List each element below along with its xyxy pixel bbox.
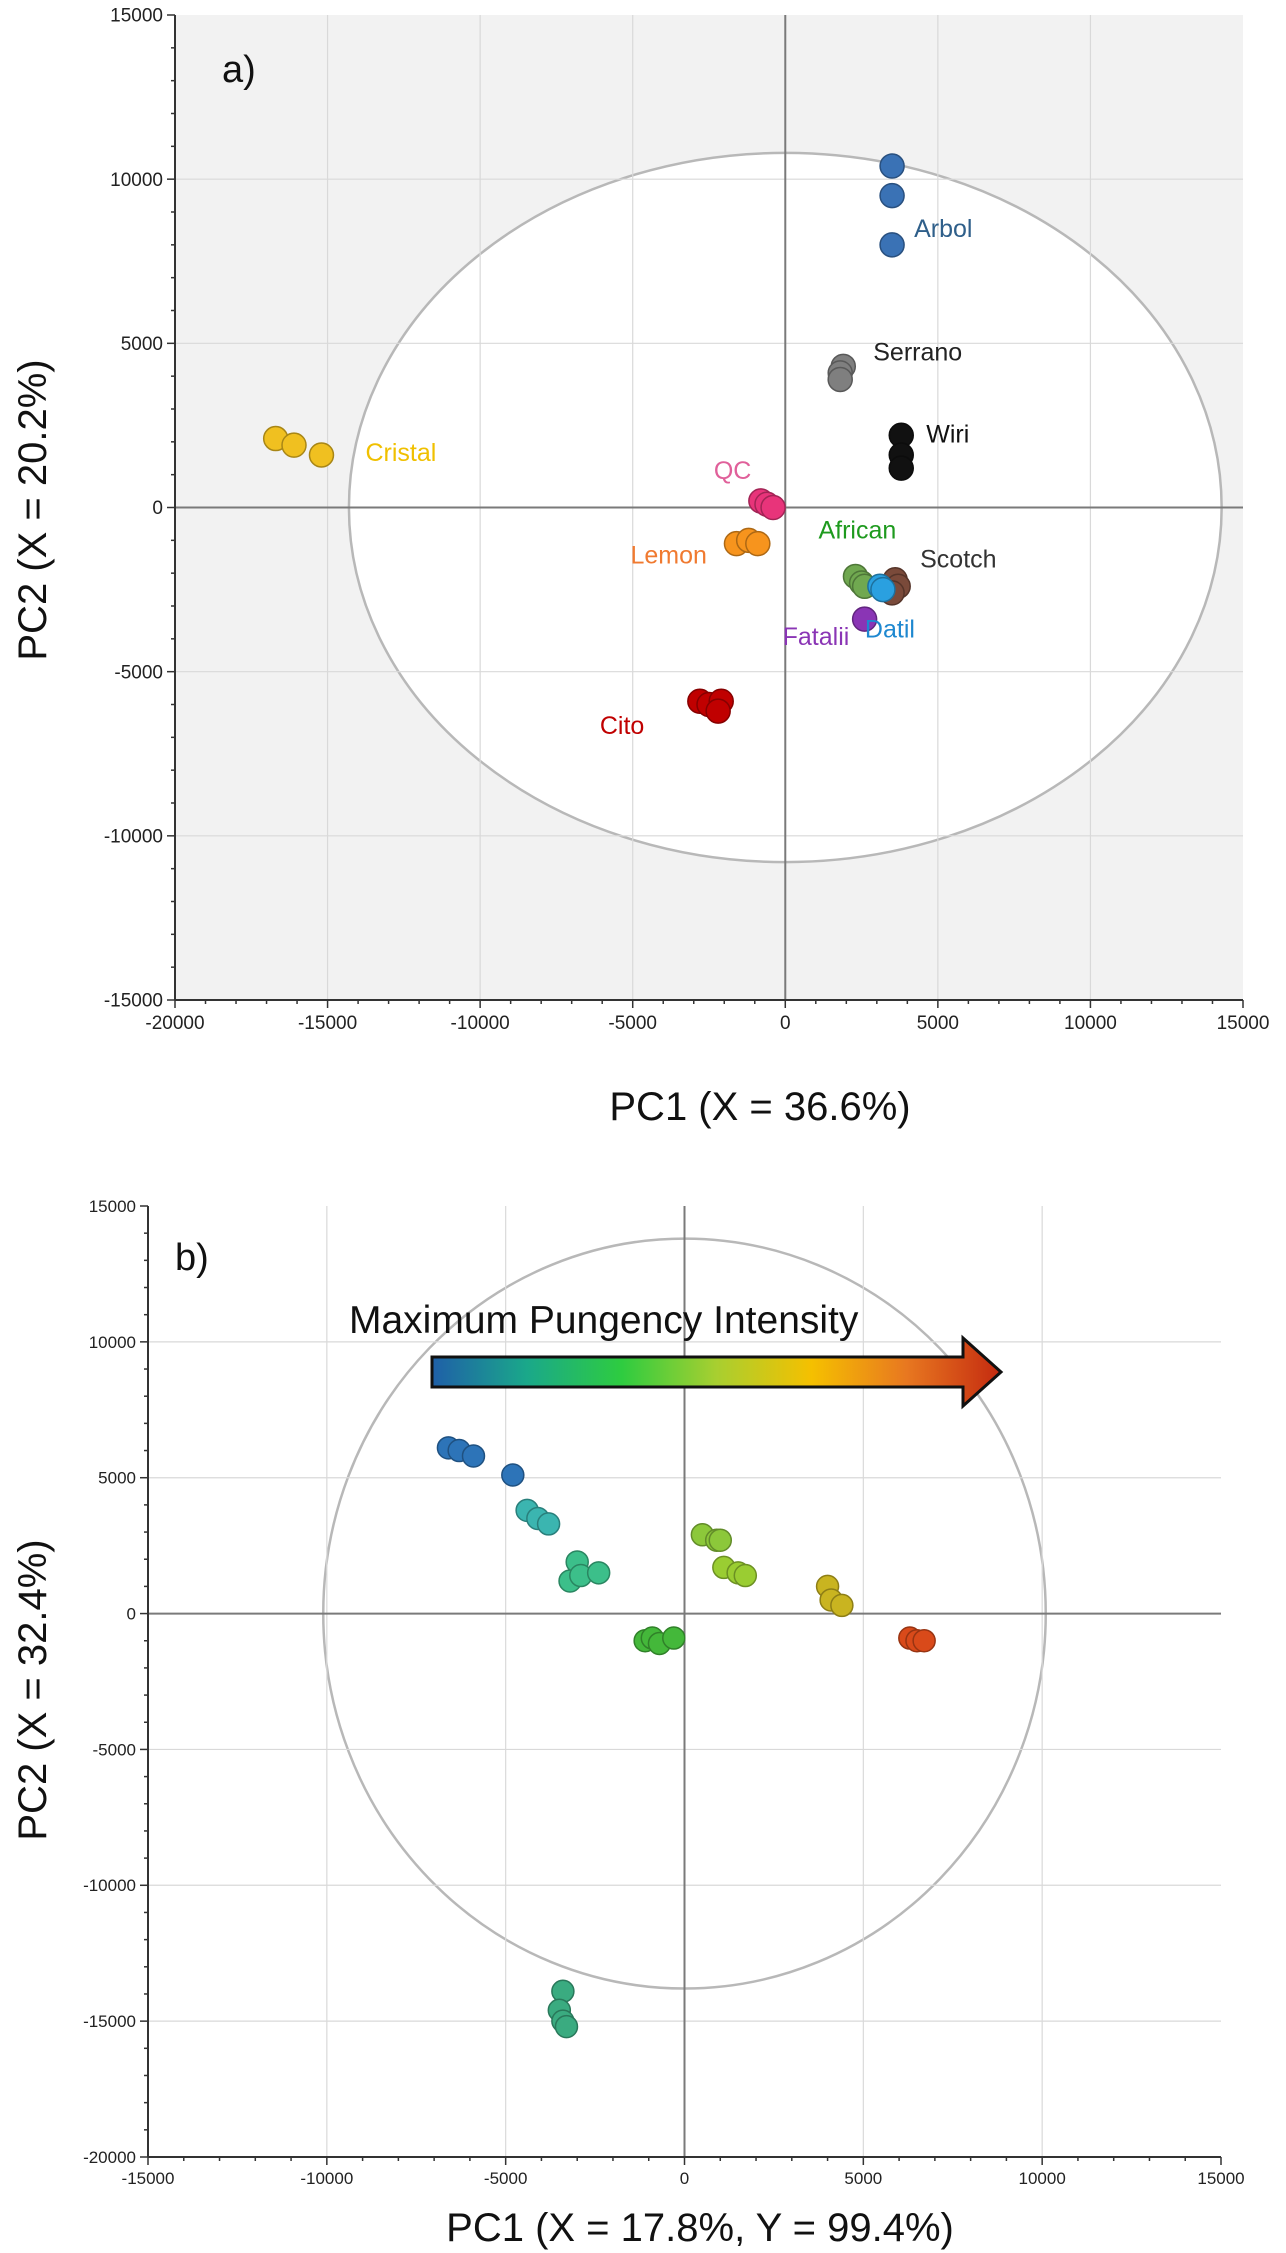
data-point-serrano (827, 366, 853, 393)
data-point-qc (760, 494, 786, 521)
series-label-cristal: Cristal (365, 439, 436, 467)
y-tick-label: -15000 (83, 2012, 136, 2031)
data-point-datil (870, 576, 896, 603)
data-point (733, 1563, 758, 1588)
data-point-cristal (281, 432, 307, 458)
series-label-serrano: Serrano (873, 338, 962, 366)
panel-a-y-axis-title: PC2 (X = 20.2%) (11, 359, 55, 660)
data-point (912, 1628, 936, 1653)
x-tick-label: 5000 (844, 2169, 882, 2188)
data-point (536, 1512, 561, 1536)
y-tick-label: 15000 (110, 6, 163, 27)
x-tick-label: 15000 (1197, 2169, 1244, 2188)
panel-b-points (436, 1436, 936, 2039)
data-point (586, 1561, 611, 1585)
panel-a-x-axis-title: PC1 (X = 36.6%) (609, 1085, 910, 1129)
data-point-arbol (879, 182, 905, 209)
data-point (461, 1444, 486, 1468)
data-point (662, 1626, 686, 1650)
x-tick-label: 5000 (917, 1013, 959, 1034)
series-label-scotch: Scotch (920, 546, 996, 574)
x-tick-label: -15000 (122, 2169, 175, 2188)
x-tick-label: 10000 (1064, 1013, 1117, 1034)
data-point-arbol (879, 153, 905, 179)
y-tick-label: 15000 (89, 1197, 136, 1216)
pungency-gradient-arrow (430, 1334, 1004, 1410)
y-tick-label: 5000 (121, 334, 163, 355)
y-tick-label: 5000 (98, 1469, 136, 1488)
panel-b-ticks: -15000 -10000 -5000 0 5000 10000 15000 -20000 -1… (83, 1197, 1245, 2188)
y-tick-label: -15000 (104, 991, 163, 1012)
series-label-lemon: Lemon (630, 542, 706, 570)
panel-b-label: b) (175, 1237, 209, 1279)
x-tick-label: 10000 (1019, 2169, 1066, 2188)
x-tick-label: -20000 (145, 1013, 204, 1034)
series-label-cito: Cito (600, 712, 644, 740)
y-tick-label: 0 (152, 498, 163, 519)
data-point (830, 1593, 854, 1618)
y-tick-label: -5000 (114, 662, 163, 683)
y-tick-label: 0 (127, 1605, 136, 1624)
data-point-lemon (745, 530, 771, 557)
panel-b: -15000 -10000 -5000 0 5000 10000 15000 -20000 -1… (11, 1197, 1245, 2250)
data-point-wiri (888, 455, 914, 481)
y-tick-label: -5000 (93, 1740, 136, 1759)
data-point-cristal (308, 442, 335, 468)
data-point-fatalii (851, 606, 878, 632)
series-label-african: African (818, 516, 896, 544)
panel-a-ticks: -20000 -15000 -10000 -5000 0 5000 10000 15000-1… (104, 6, 1270, 1034)
series-label-fatalii: Fatalii (783, 623, 850, 651)
data-point (551, 1979, 575, 2004)
x-tick-label: -5000 (484, 2169, 527, 2188)
x-tick-label: 15000 (1217, 1013, 1270, 1034)
panel-a-label: a) (222, 49, 256, 91)
x-tick-label: -10000 (451, 1013, 510, 1034)
data-point (554, 2014, 579, 2039)
data-point-cito (705, 698, 731, 724)
y-tick-label: -20000 (83, 2148, 136, 2167)
series-label-datil: Datil (865, 616, 915, 644)
data-point-arbol (879, 232, 905, 258)
panel-b-gridlines (148, 1206, 1221, 2157)
x-tick-label: 0 (780, 1013, 791, 1034)
y-tick-label: 10000 (89, 1333, 136, 1352)
panel-a: -20000 -15000 -10000 -5000 0 5000 10000 15000-1… (11, 6, 1269, 1129)
series-label-wiri: Wiri (926, 420, 969, 448)
x-tick-label: 0 (680, 2169, 689, 2188)
panel-b-x-axis-title: PC1 (X = 17.8%, Y = 99.4%) (446, 2206, 954, 2250)
y-tick-label: 10000 (110, 170, 163, 191)
x-tick-label: -10000 (300, 2169, 353, 2188)
panel-b-y-axis-title: PC2 (X = 32.4%) (11, 1539, 55, 1840)
data-point (501, 1463, 525, 1487)
series-label-qc: QC (714, 457, 752, 485)
x-tick-label: -15000 (298, 1013, 357, 1034)
series-label-arbol: Arbol (914, 215, 972, 243)
y-tick-label: -10000 (104, 826, 163, 847)
data-point (708, 1528, 733, 1552)
pungency-annotation: Maximum Pungency Intensity (349, 1299, 859, 1342)
y-tick-label: -10000 (83, 1876, 136, 1895)
x-tick-label: -5000 (608, 1013, 657, 1034)
panel-a-series-labels: Arbol Serrano Wiri Cristal QC Lemon African Sco… (365, 215, 996, 740)
panel-a-points (262, 153, 914, 724)
